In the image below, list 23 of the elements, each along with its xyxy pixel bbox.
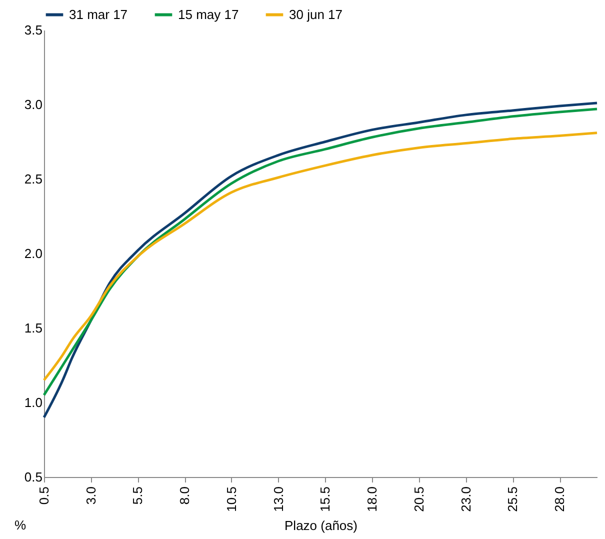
- y-tick-label: 2.0: [24, 246, 42, 261]
- x-tick-label: 13.0: [270, 486, 286, 512]
- x-tick-label: 8.0: [177, 486, 192, 505]
- x-tick-label: 20.5: [411, 486, 426, 512]
- y-tick-label: 0.5: [24, 470, 42, 484]
- y-tick-label: 1.5: [24, 320, 42, 336]
- x-tick-label: 10.5: [224, 486, 239, 512]
- x-tick-label: 23.0: [458, 486, 474, 512]
- x-tick-label: 18.0: [364, 486, 380, 512]
- x-tick-label: 25.5: [505, 486, 520, 512]
- x-tick-label: 15.5: [318, 486, 333, 512]
- legend-label: 31 mar 17: [69, 6, 128, 22]
- x-axis-title: Plazo (años): [284, 518, 358, 533]
- x-tick-label: 3.0: [83, 486, 98, 505]
- legend-label: 30 jun 17: [289, 6, 342, 22]
- x-tick-label: 28.0: [552, 486, 568, 512]
- legend-label: 15 may 17: [178, 6, 239, 22]
- y-tick-label: 2.5: [24, 172, 42, 186]
- y-tick-label: 3.0: [24, 97, 42, 112]
- y-tick-label: 1.0: [24, 395, 42, 410]
- y-axis-title: %: [14, 518, 26, 532]
- y-tick-label: 3.5: [24, 22, 42, 38]
- x-tick-label: 5.5: [130, 486, 146, 505]
